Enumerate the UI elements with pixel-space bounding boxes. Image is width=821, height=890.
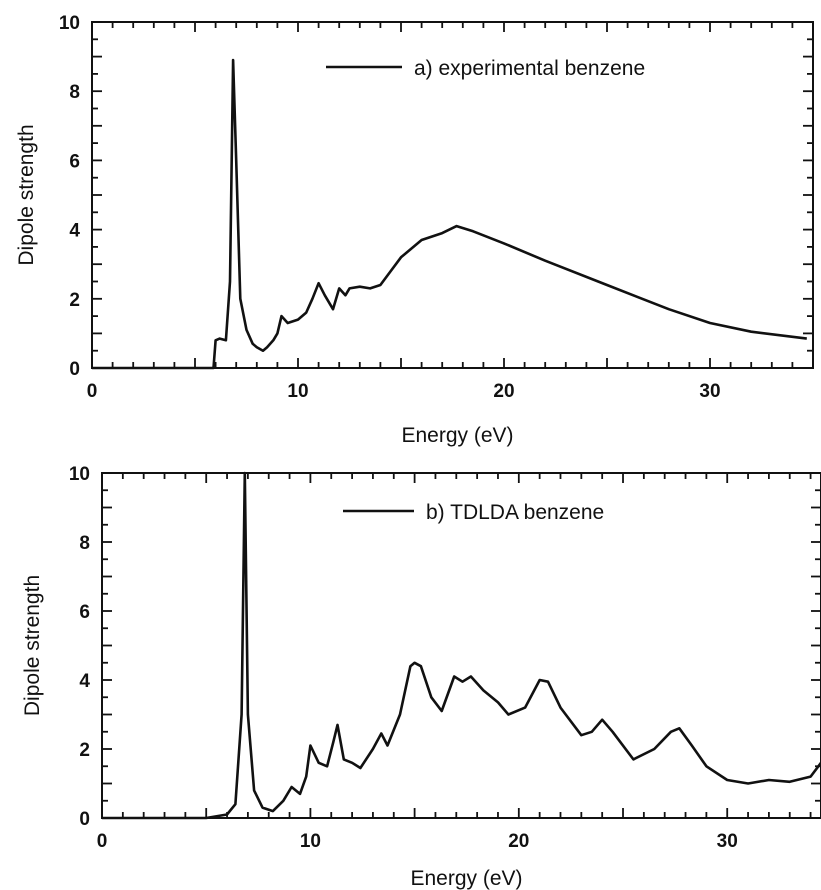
plot-frame-b <box>101 472 821 819</box>
x-tick-label: 10 <box>300 831 321 852</box>
major-ticks-a <box>91 21 814 369</box>
series-line-tdlda <box>102 471 821 820</box>
x-tick-label: 30 <box>717 831 738 852</box>
y-axis-label-b: Dipole strength <box>21 575 44 716</box>
y-axis-label-a: Dipole strength <box>15 124 38 265</box>
y-tick-label: 2 <box>79 740 90 761</box>
y-tick-label: 8 <box>69 82 80 103</box>
x-tick-label: 20 <box>493 381 514 402</box>
y-tick-label: 10 <box>59 13 80 34</box>
x-axis-label-b: Energy (eV) <box>410 867 522 890</box>
y-tick-label: 0 <box>69 359 80 380</box>
tick-labels-b: 0 10 20 30 0 2 4 6 8 10 <box>69 464 738 852</box>
minor-ticks-b <box>102 473 821 818</box>
x-axis-label-a: Energy (eV) <box>401 424 513 447</box>
y-tick-label: 6 <box>69 151 80 172</box>
legend-label-b: b) TDLDA benzene <box>426 501 604 524</box>
panel-a: 0 10 20 30 0 2 4 6 8 10 a) experimental benzene E… <box>15 13 814 447</box>
y-tick-label: 4 <box>69 221 80 242</box>
x-tick-label: 0 <box>97 831 108 852</box>
x-tick-label: 30 <box>699 381 720 402</box>
panel-b: 0 10 20 30 0 2 4 6 8 10 b) TDLDA benzene Energy (… <box>21 464 821 890</box>
tick-labels-a: 0 10 20 30 0 2 4 6 8 10 <box>59 13 721 402</box>
minor-ticks-a <box>92 22 813 368</box>
x-tick-label: 10 <box>287 381 308 402</box>
series-line-experimental <box>92 58 807 370</box>
legend-label-a: a) experimental benzene <box>414 57 645 80</box>
y-tick-label: 6 <box>79 602 90 623</box>
y-tick-label: 0 <box>79 809 90 830</box>
y-tick-label: 2 <box>69 290 80 311</box>
y-tick-label: 4 <box>79 671 90 692</box>
x-tick-label: 0 <box>87 381 98 402</box>
x-tick-label: 20 <box>508 831 529 852</box>
major-ticks-b <box>101 472 821 819</box>
y-tick-label: 8 <box>79 533 90 554</box>
y-tick-label: 10 <box>69 464 90 485</box>
